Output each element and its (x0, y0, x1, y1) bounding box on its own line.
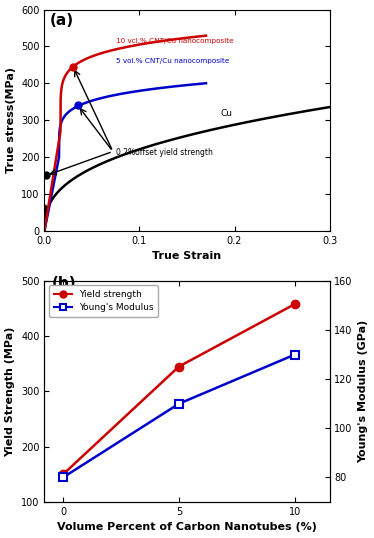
Text: 0.2%offset yield strength: 0.2%offset yield strength (116, 148, 212, 157)
Young's Modulus (292, 351, 297, 358)
Text: 5 vol.% CNT/Cu nanocomposite: 5 vol.% CNT/Cu nanocomposite (116, 58, 229, 64)
Text: 10 vcl.% CNT/Cu nanocomposite: 10 vcl.% CNT/Cu nanocomposite (116, 38, 233, 44)
Line: Young's Modulus: Young's Modulus (59, 350, 299, 482)
X-axis label: Volume Percent of Carbon Nanotubes (%): Volume Percent of Carbon Nanotubes (%) (57, 522, 317, 533)
Text: (b): (b) (51, 276, 76, 291)
Line: Yield strength: Yield strength (59, 300, 299, 479)
Y-axis label: Yield Strength (MPa): Yield Strength (MPa) (6, 326, 16, 457)
Y-axis label: True stress(MPa): True stress(MPa) (6, 67, 16, 173)
Young's Modulus (61, 474, 65, 480)
Text: (a): (a) (50, 13, 74, 28)
Yield strength (177, 363, 181, 370)
Yield strength (61, 471, 65, 478)
Y-axis label: Young's Modulus (GPa): Young's Modulus (GPa) (358, 320, 368, 463)
Yield strength (292, 301, 297, 307)
Text: Cu: Cu (220, 109, 232, 118)
X-axis label: True Strain: True Strain (153, 251, 221, 261)
Legend: Yield strength, Young's Modulus: Yield strength, Young's Modulus (49, 285, 158, 317)
Young's Modulus (177, 400, 181, 407)
